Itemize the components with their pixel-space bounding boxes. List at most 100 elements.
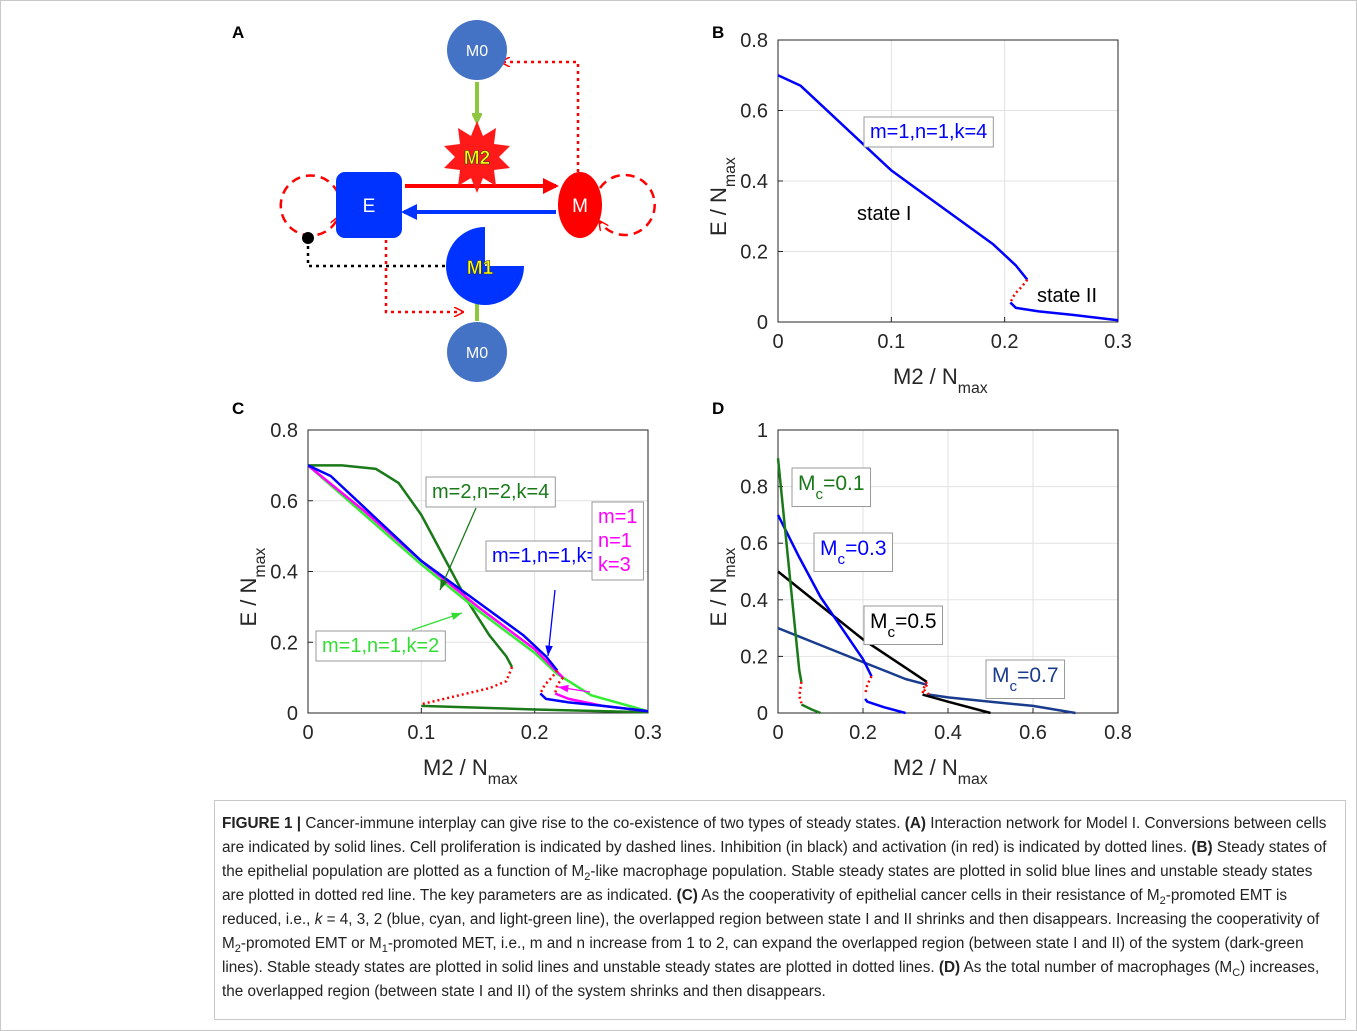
caption-run: Steady states of the epithelial populati…: [222, 839, 1327, 880]
node-m0: [447, 322, 507, 382]
caption-run: = 4, 3, 2 (blue, cyan, and light-green l…: [222, 911, 1320, 952]
curve: [800, 703, 821, 715]
annotation-arrow: [547, 589, 556, 657]
caption-run: -promoted EMT or M: [240, 935, 382, 952]
curve: [307, 464, 559, 672]
y-axis-label-main: E / N: [236, 578, 261, 627]
x-axis-label: M2 / Nmax: [893, 755, 988, 788]
annotation-main: M: [798, 472, 816, 495]
annotation-suffix: =0.3: [845, 537, 886, 560]
caption-run: 2: [584, 871, 591, 884]
x-axis-label-main: M2 / N: [893, 755, 958, 780]
y-axis-label-sub: max: [722, 157, 739, 187]
node-label: M1: [467, 258, 494, 279]
curve: [777, 74, 1029, 281]
annotation-box: [315, 630, 446, 662]
annotation-box: [863, 116, 994, 148]
caption-run: 2: [1159, 895, 1166, 908]
caption-run: As the total number of macrophages (M: [960, 959, 1233, 976]
inhibition-end: [302, 232, 314, 244]
annotation-arrowhead: [440, 579, 448, 590]
annotation-suffix: =0.7: [1017, 664, 1058, 687]
annotation-main: M: [870, 610, 888, 633]
activation-arrow: [384, 240, 462, 312]
x-tick-label: 0.4: [934, 722, 962, 744]
annotation: m=1,n=1,k=4: [492, 545, 609, 567]
caption-run: (C): [676, 887, 698, 904]
y-tick-label: 1: [757, 420, 768, 442]
panel-letter: B: [712, 23, 724, 42]
x-tick-label: 0: [772, 331, 783, 353]
x-tick-label: 0.3: [634, 722, 662, 744]
y-tick-label: 0.2: [740, 646, 768, 668]
y-tick-label: 0.6: [740, 533, 768, 555]
x-tick-label: 0.8: [1104, 722, 1132, 744]
curve: [421, 666, 514, 706]
x-tick-label: 0.2: [849, 722, 877, 744]
annotation-sub: c: [888, 624, 896, 641]
x-axis-label-main: M2 / N: [423, 755, 488, 780]
x-tick-label: 0.1: [877, 331, 905, 353]
panel-letter: A: [232, 23, 244, 42]
y-tick-label: 0.8: [740, 477, 768, 499]
x-axis-label-sub: max: [958, 771, 988, 788]
caption-run: (A): [904, 815, 926, 832]
annotation-box: [425, 476, 556, 508]
annotation: Mc=0.1: [798, 472, 865, 503]
annotation: m=2,n=2,k=4: [432, 481, 549, 503]
activation-arrow: [502, 62, 580, 172]
y-axis-label-sub: max: [252, 548, 269, 578]
x-tick-label: 0: [772, 722, 783, 744]
node-m0: [447, 20, 507, 80]
x-tick-label: 0.2: [521, 722, 549, 744]
node-label: M: [572, 196, 588, 217]
y-tick-label: 0: [757, 312, 768, 334]
annotation-arrow: [439, 507, 477, 591]
proliferation-loop: [600, 173, 656, 237]
node-m1: [446, 227, 524, 305]
figure: A M0 M2 E M M1 M0 B0 0.1 0.2 0.300.20.40.60…: [232, 20, 1132, 788]
curve: [308, 464, 514, 668]
y-axis-label: E / Nmax: [706, 548, 739, 627]
annotation: Mc=0.7: [992, 664, 1059, 695]
curve: [553, 676, 564, 694]
y-tick-label: 0.4: [740, 171, 768, 193]
x-tick-label: 0.2: [991, 331, 1019, 353]
curve: [1009, 301, 1119, 322]
node-m: [558, 172, 602, 238]
x-axis-label: M2 / Nmax: [423, 755, 518, 788]
caption-run: k: [314, 911, 323, 928]
y-tick-label: 0: [287, 703, 298, 725]
caption-run: (D): [938, 959, 961, 976]
caption-run: 1: [381, 943, 388, 956]
x-tick-label: 0.6: [1019, 722, 1047, 744]
annotation-arrowhead: [545, 645, 553, 656]
y-tick-label: 0.8: [270, 420, 298, 442]
annotation-suffix: =0.5: [895, 610, 936, 633]
caption-run: 2: [234, 943, 241, 956]
node-label: M0: [466, 43, 488, 60]
y-tick-label: 0.6: [270, 491, 298, 513]
caption-run: -promoted MET, i.e., m and n increase fr…: [222, 935, 1304, 976]
node-label: M0: [466, 345, 488, 362]
curve: [421, 704, 649, 714]
panel-letter: D: [712, 399, 724, 418]
y-tick-label: 0.2: [740, 242, 768, 264]
y-tick-label: 0.4: [270, 562, 298, 584]
caption-box: [214, 800, 1346, 1020]
annotation: m=1,n=1,k=4: [870, 121, 987, 143]
annotation-main: M: [992, 664, 1010, 687]
y-axis-label-sub: max: [722, 548, 739, 578]
x-axis-label-main: M2 / N: [893, 364, 958, 389]
caption-run: -promoted EMT is reduced, i.e.,: [222, 887, 1287, 928]
curve: [539, 692, 649, 713]
curve: [307, 464, 564, 679]
y-axis-label-main: E / N: [706, 187, 731, 236]
annotation-box: [791, 467, 872, 507]
curve: [776, 458, 803, 683]
x-axis-label-sub: max: [958, 380, 988, 397]
caption-run: ) increases, the overlapped region (betw…: [222, 959, 1320, 1000]
caption-run: FIGURE 1 |: [222, 815, 302, 832]
x-axis-label: M2 / Nmax: [893, 364, 988, 397]
x-tick-label: 0.1: [407, 722, 435, 744]
